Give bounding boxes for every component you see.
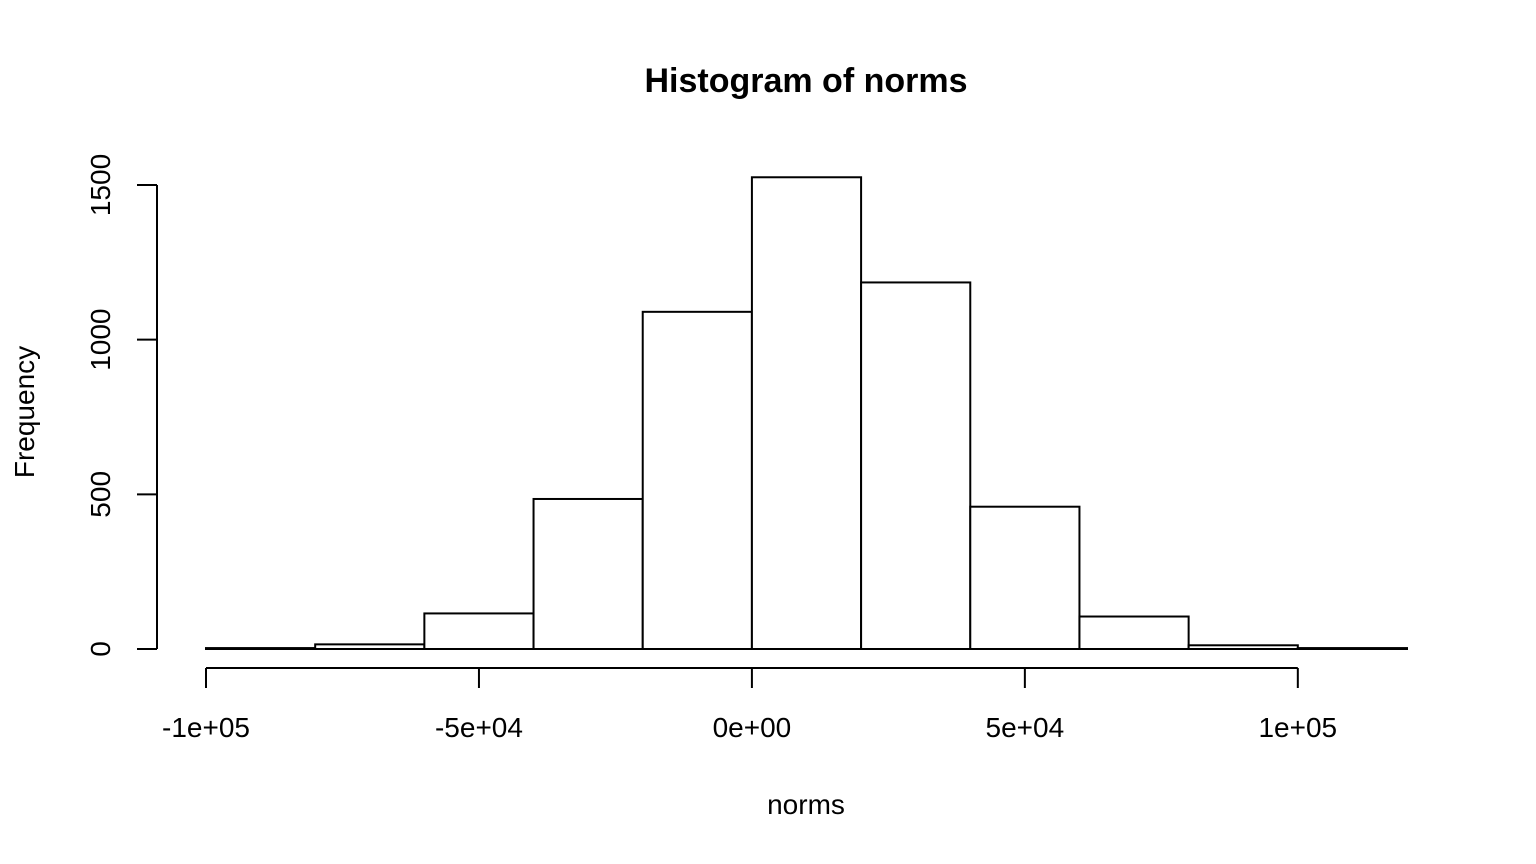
histogram-bar-3 xyxy=(423,612,535,651)
x-axis: -1e+05 -5e+04 0e+00 5e+04 1e+05 xyxy=(162,667,1337,743)
histogram-bar-5 xyxy=(641,310,753,650)
x-tick-label: 1e+05 xyxy=(1258,712,1337,743)
y-axis-title: Frequency xyxy=(9,346,40,478)
bars-layer xyxy=(205,176,1409,651)
x-tick-label: 5e+04 xyxy=(986,712,1065,743)
y-tick-label: 1500 xyxy=(85,154,116,216)
histogram-bar-4 xyxy=(532,497,644,650)
histogram-bar-7 xyxy=(860,281,972,650)
histogram-bar-10 xyxy=(1187,644,1299,651)
x-tick-label: -5e+04 xyxy=(435,712,523,743)
histogram-bar-11 xyxy=(1296,647,1409,651)
y-axis: 0 500 1000 1500 xyxy=(85,154,158,657)
histogram-bar-6 xyxy=(750,176,863,650)
x-tick-label: -1e+05 xyxy=(162,712,250,743)
histogram-bar-2 xyxy=(314,643,426,650)
histogram-bar-1 xyxy=(205,647,317,651)
histogram-bar-9 xyxy=(1078,615,1190,651)
chart-title: Histogram of norms xyxy=(644,62,967,100)
y-tick-label: 0 xyxy=(85,641,116,657)
x-axis-title: norms xyxy=(767,789,845,820)
y-tick-label: 1000 xyxy=(85,309,116,371)
x-tick-label: 0e+00 xyxy=(713,712,792,743)
y-tick-label: 500 xyxy=(85,471,116,518)
histogram-bar-8 xyxy=(969,505,1081,650)
